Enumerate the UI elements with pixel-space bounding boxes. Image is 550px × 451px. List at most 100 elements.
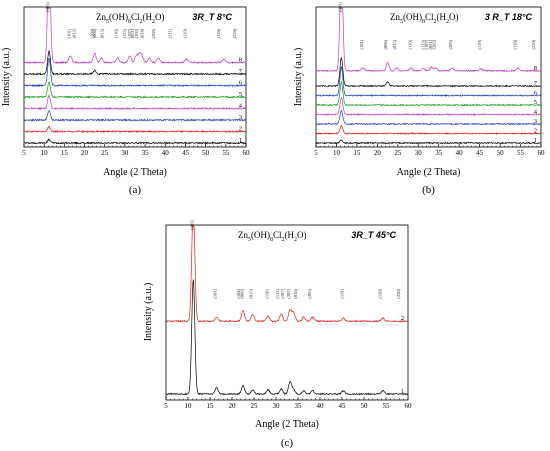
x-tick-label: 5 <box>22 149 26 157</box>
peak-label: (119) <box>339 289 344 299</box>
x-tick-label: 15 <box>353 149 361 157</box>
x-tick-label: 20 <box>81 149 89 157</box>
series-label-2: 2 <box>401 315 404 322</box>
series-line-4 <box>23 94 247 111</box>
peak-label: (205) <box>448 39 453 49</box>
series-label-3: 3 <box>534 118 537 125</box>
series-line-6 <box>23 57 247 88</box>
series-line-3 <box>23 110 247 122</box>
series-line-2 <box>315 124 542 135</box>
series-line-6 <box>315 65 542 98</box>
peak-label: (003) <box>337 2 342 12</box>
peak-label: (101) <box>66 28 71 38</box>
panel-label: (b) <box>422 184 435 196</box>
peak-label: (211) <box>167 28 172 38</box>
y-axis-label: Intensity (a.u.) <box>293 48 304 107</box>
y-axis-label: Intensity (a.u.) <box>1 48 12 107</box>
series-line-8 <box>23 7 247 65</box>
peak-label: (107) <box>424 39 429 49</box>
x-tick-label: 30 <box>273 402 281 410</box>
x-tick-label: 25 <box>394 149 402 157</box>
x-tick-label: 45 <box>182 149 190 157</box>
peak-label: (104) <box>89 28 94 38</box>
y-axis-label: Intensity (a.u.) <box>143 283 154 342</box>
x-tick-label: 15 <box>207 402 215 410</box>
series-line-7 <box>23 50 247 76</box>
x-tick-label: 50 <box>497 149 505 157</box>
peak-label: (015) <box>100 28 105 38</box>
series-line-5 <box>23 81 247 99</box>
condition-label: 3 R_T 18°C <box>485 12 533 22</box>
peak-label: (110) <box>408 39 413 49</box>
peak-label: (113) <box>420 39 425 49</box>
peak-label: (021) <box>130 28 135 38</box>
series-label-6: 6 <box>239 80 243 87</box>
x-tick-label: 20 <box>374 149 382 157</box>
peak-label: (110) <box>265 289 270 299</box>
x-tick-label: 55 <box>222 149 230 157</box>
peak-label: (101) <box>359 39 364 49</box>
series-label-5: 5 <box>534 99 537 106</box>
series-label-5: 5 <box>239 91 242 98</box>
x-tick-label: 5 <box>314 149 318 157</box>
peak-label: (220) <box>396 288 401 298</box>
series-label-4: 4 <box>534 109 538 116</box>
peak-label: (113) <box>122 28 127 38</box>
x-tick-label: 45 <box>476 149 484 157</box>
peak-label: (107) <box>127 28 132 38</box>
x-tick-label: 30 <box>415 149 423 157</box>
peak-label: (119) <box>183 28 188 38</box>
series-line-1 <box>23 137 247 145</box>
series-label-8: 8 <box>239 57 242 64</box>
series-line-1 <box>315 139 542 145</box>
condition-label: 3R_T 45°C <box>351 230 396 240</box>
peak-label: (003) <box>189 220 194 230</box>
series-label-1: 1 <box>401 388 404 395</box>
x-tick-label: 40 <box>162 149 170 157</box>
series-line-2 <box>165 225 409 323</box>
x-tick-label: 40 <box>456 149 464 157</box>
peak-label: (018) <box>139 28 144 38</box>
peak-label: (205) <box>151 28 156 38</box>
x-axis-label: Angle (2 Theta) <box>397 167 461 178</box>
series-label-7: 7 <box>239 68 243 75</box>
x-tick-label: 60 <box>405 402 413 410</box>
x-tick-label: 50 <box>202 149 210 157</box>
peak-label: (205) <box>307 288 312 298</box>
series-label-8: 8 <box>534 65 537 72</box>
chart-title: Zn5(OH)8Cl2(H2O) <box>238 230 307 243</box>
peak-label: (110) <box>114 28 119 38</box>
x-tick-label: 20 <box>229 402 237 410</box>
peak-label: (202) <box>286 288 291 298</box>
plot-frame <box>165 224 409 401</box>
series-line-7 <box>315 57 542 88</box>
x-tick-label: 5 <box>164 402 168 410</box>
peak-label: (128) <box>378 288 383 298</box>
chart-title: Zn5(OH)8Cl2(H2O) <box>96 12 165 25</box>
x-tick-label: 30 <box>121 149 129 157</box>
x-tick-label: 35 <box>295 402 303 410</box>
x-tick-label: 50 <box>361 402 369 410</box>
peak-label: (006) <box>383 39 388 49</box>
peak-label: (202) <box>431 39 436 49</box>
peak-label: (220) <box>531 39 536 49</box>
series-line-5 <box>315 80 542 107</box>
peak-label: (021) <box>428 39 433 49</box>
series-label-7: 7 <box>534 80 538 87</box>
panel-label: (a) <box>129 184 142 196</box>
x-tick-label: 35 <box>142 149 150 157</box>
series-line-1 <box>165 279 409 396</box>
peak-label: (012) <box>72 28 77 38</box>
condition-label: 3R_T 8°C <box>192 12 232 22</box>
series-label-1: 1 <box>534 137 537 144</box>
peak-label: (107) <box>280 288 285 298</box>
peak-label: (006) <box>239 288 244 298</box>
series-line-3 <box>315 109 542 126</box>
plot-frame <box>23 6 247 148</box>
plot-frame <box>315 6 542 148</box>
series-label-1: 1 <box>239 137 242 144</box>
x-tick-label: 35 <box>435 149 443 157</box>
x-axis-label: Angle (2 Theta) <box>103 167 167 178</box>
peak-label: (006) <box>92 28 97 38</box>
